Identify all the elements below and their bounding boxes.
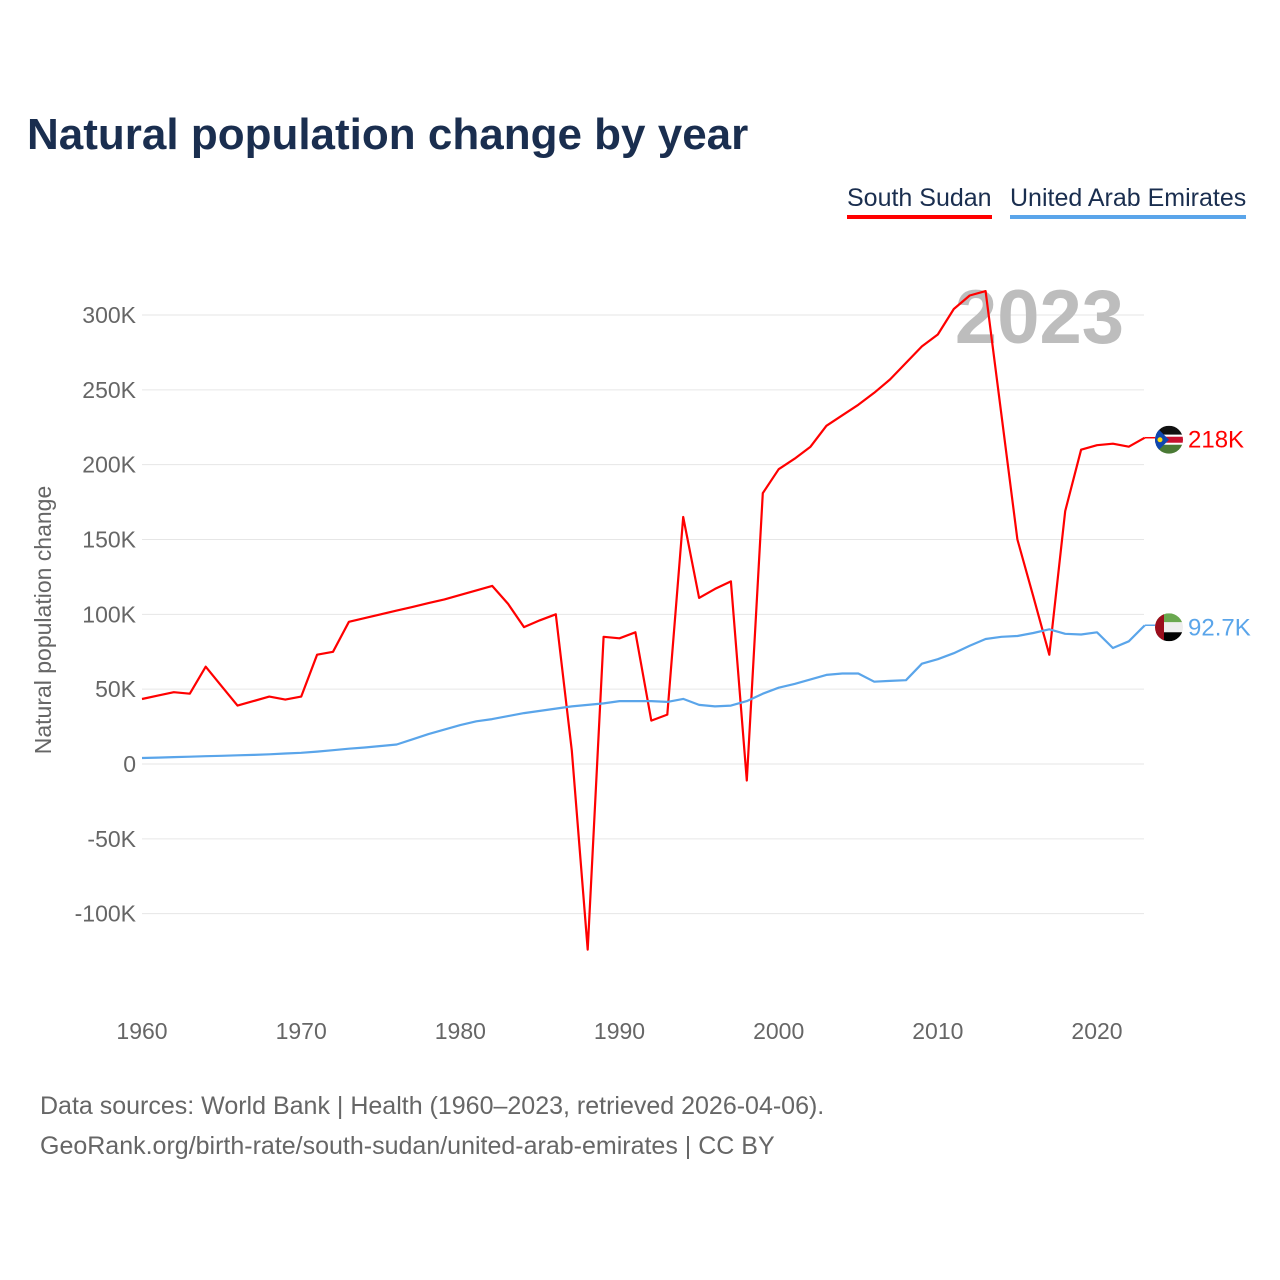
source-link[interactable]: GeoRank.org/birth-rate/south-sudan/unite… — [40, 1132, 775, 1160]
y-axis-label: Natural population change — [30, 486, 56, 755]
y-tick-label: 300K — [82, 302, 136, 328]
y-tick-label: -100K — [75, 901, 137, 927]
x-tick-label: 2000 — [753, 1018, 804, 1044]
uae-flag-icon — [1155, 613, 1183, 642]
footer: Data sources: World Bank | Health (1960–… — [40, 1086, 824, 1166]
y-tick-label: 100K — [82, 601, 136, 627]
y-tick-label: -50K — [87, 826, 136, 852]
series-line-uae — [141, 624, 1146, 760]
x-tick-label: 1980 — [435, 1018, 486, 1044]
legend-south-sudan[interactable]: South Sudan — [847, 184, 992, 219]
y-tick-label: 150K — [82, 527, 136, 553]
x-tick-label: 1970 — [276, 1018, 327, 1044]
south-sudan-flag-icon — [1155, 425, 1183, 454]
data-source-text: Data sources: World Bank | Health (1960–… — [40, 1092, 825, 1120]
x-tick-label: 2010 — [912, 1018, 963, 1044]
year-watermark: 2023 — [955, 275, 1124, 360]
x-tick-label: 2020 — [1071, 1018, 1122, 1044]
series-line-south-sudan — [141, 290, 1146, 951]
y-tick-label: 50K — [95, 676, 137, 702]
chart-title: Natural population change by year — [27, 110, 749, 159]
end-value-label: 218K — [1188, 427, 1244, 454]
y-tick-label: 0 — [123, 751, 136, 777]
y-tick-label: 250K — [82, 377, 136, 403]
x-tick-label: 1960 — [116, 1018, 167, 1044]
legend-uae[interactable]: United Arab Emirates — [1010, 184, 1247, 219]
line-chart: 300K 250K 200K 150K 100K 50K 0 -50K -100K 1960 197… — [30, 275, 1251, 1044]
end-value-label: 92.7K — [1188, 614, 1251, 641]
x-tick-label: 1990 — [594, 1018, 645, 1044]
y-tick-label: 200K — [82, 452, 136, 478]
